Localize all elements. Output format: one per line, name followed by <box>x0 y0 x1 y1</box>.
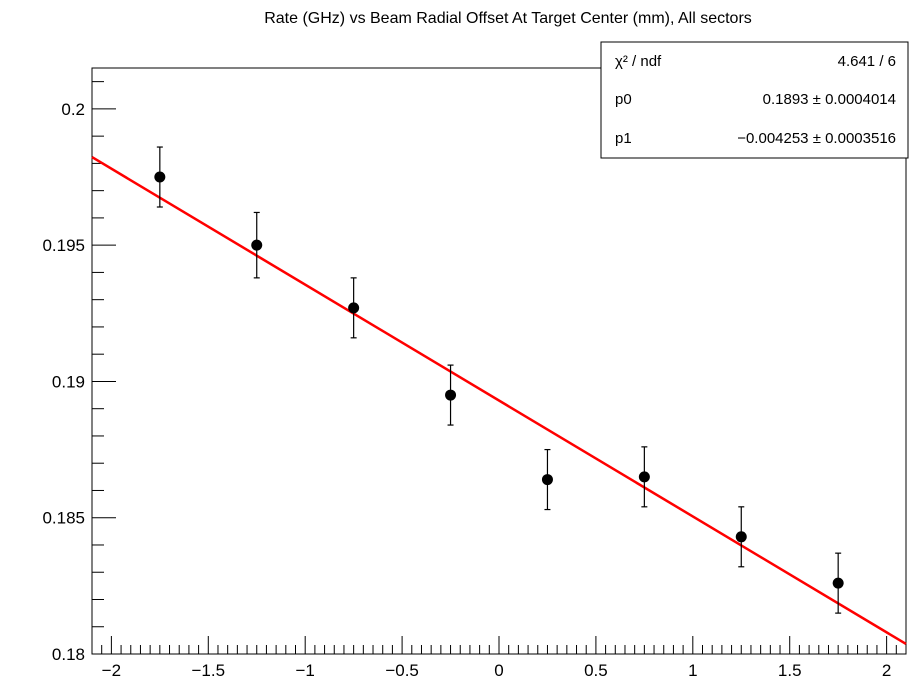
x-tick-label: −2 <box>102 661 121 680</box>
stat-row-chi2-value: 4.641 / 6 <box>838 53 896 70</box>
data-point <box>832 577 844 589</box>
y-tick-label: 0.185 <box>42 509 85 528</box>
y-tick-label: 0.2 <box>61 100 85 119</box>
fit-layer <box>91 156 907 646</box>
chart-title: Rate (GHz) vs Beam Radial Offset At Targ… <box>264 10 752 27</box>
x-tick-label: −1 <box>295 661 314 680</box>
x-tick-label: 1.5 <box>778 661 802 680</box>
x-tick-label: 1 <box>688 661 697 680</box>
y-tick-label: 0.195 <box>42 236 85 255</box>
x-tick-label: −0.5 <box>385 661 419 680</box>
x-tick-label: −1.5 <box>192 661 226 680</box>
data-point <box>445 389 457 401</box>
stat-row-p0-value: 0.1893 ± 0.0004014 <box>763 91 896 108</box>
stat-box: χ² / ndf 4.641 / 6 p0 0.1893 ± 0.0004014… <box>600 41 909 159</box>
y-tick-label: 0.18 <box>52 645 85 664</box>
stat-row-p1-value: −0.004253 ± 0.0003516 <box>737 130 896 147</box>
stat-box-frame <box>600 41 909 159</box>
x-tick-label: 0.5 <box>584 661 608 680</box>
y-tick-label: 0.19 <box>52 372 85 391</box>
x-tick-label: 0 <box>494 661 503 680</box>
data-point <box>251 239 263 251</box>
stat-row-p0-label: p0 <box>615 91 632 108</box>
stat-row-chi2-label: χ² / ndf <box>615 53 662 70</box>
data-point <box>735 531 747 543</box>
points-layer <box>154 146 844 614</box>
x-tick-label: 2 <box>882 661 891 680</box>
axes: −2 −1.5 −1 −0.5 0 0.5 1 1.5 2 0.18 0.185 0.19 0.195 0… <box>42 81 907 680</box>
stat-row-p1-label: p1 <box>615 130 632 147</box>
fit-line <box>91 156 907 646</box>
data-point <box>154 171 166 183</box>
data-point <box>541 474 553 486</box>
data-point <box>348 302 360 314</box>
data-point <box>638 471 650 483</box>
